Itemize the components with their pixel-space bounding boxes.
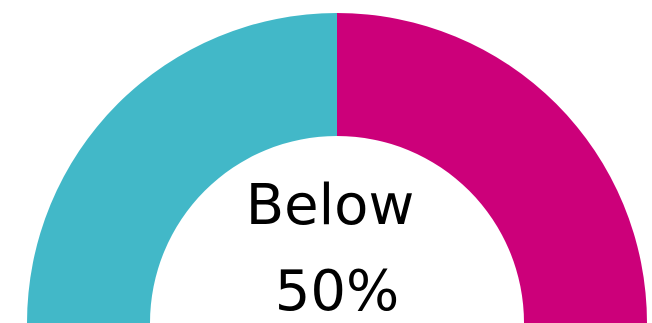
segments <box>27 13 647 323</box>
segment <box>27 13 337 323</box>
center-label: Below <box>246 173 415 238</box>
segment <box>337 13 647 323</box>
center-label: 50% <box>275 259 399 323</box>
